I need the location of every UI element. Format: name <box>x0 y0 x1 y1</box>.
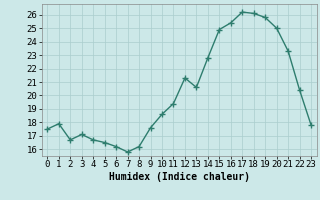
X-axis label: Humidex (Indice chaleur): Humidex (Indice chaleur) <box>109 172 250 182</box>
